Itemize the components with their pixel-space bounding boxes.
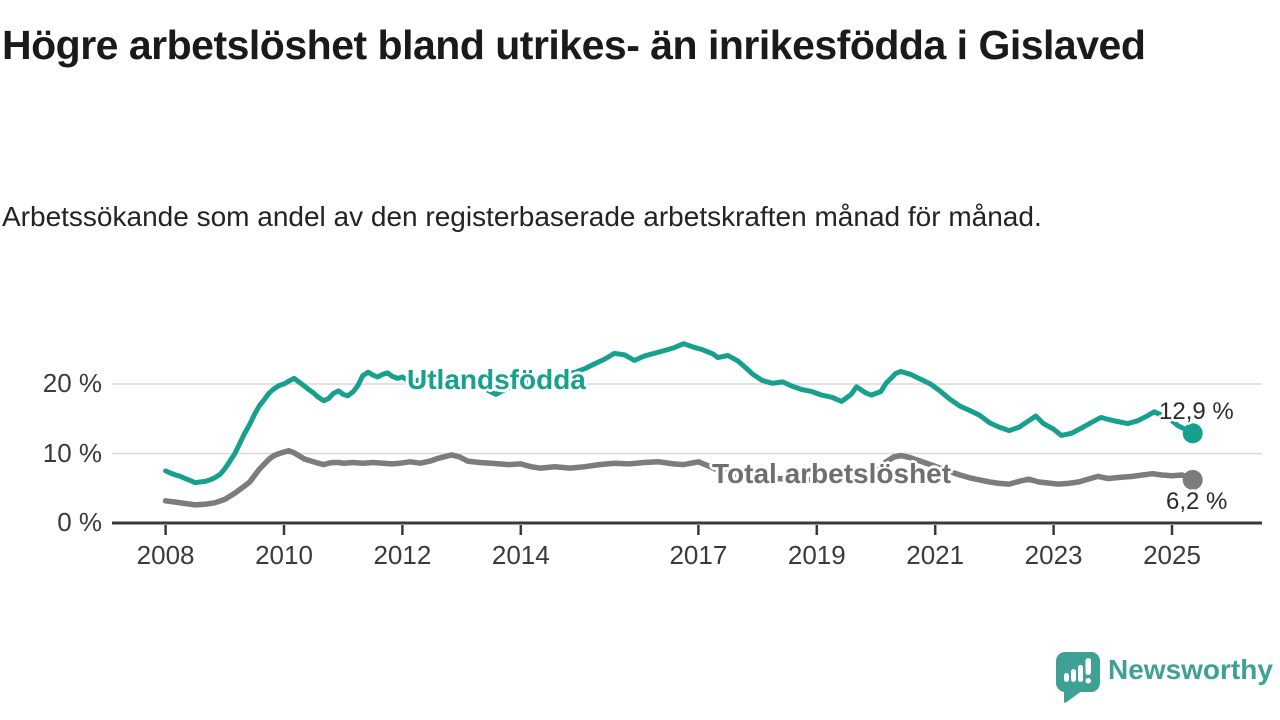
series-label-total-arbetsloshet: Total arbetslöshet — [712, 458, 952, 489]
y-tick-label-10: 10 % — [42, 437, 102, 468]
x-tick-label-2017: 2017 — [669, 540, 728, 570]
x-tick-label-2010: 2010 — [255, 540, 313, 570]
x-tick-label-2025: 2025 — [1143, 540, 1201, 570]
logo-bar-2 — [1071, 669, 1076, 682]
x-tick-label-2012: 2012 — [373, 540, 432, 570]
x-tick-label-2014: 2014 — [491, 540, 550, 570]
page-title: Högre arbetslöshet bland utrikes- än inr… — [2, 22, 1146, 68]
series-line-1 — [162, 447, 1196, 508]
x-tick-label-2019: 2019 — [787, 540, 846, 570]
series-line-0 — [163, 341, 1196, 486]
newsworthy-logo: Newsworthy — [1052, 648, 1273, 704]
x-tick-label-2021: 2021 — [906, 540, 965, 570]
page-subtitle: Arbetssökande som andel av den registerb… — [2, 201, 1042, 232]
y-tick-label-20: 20 % — [42, 368, 102, 398]
logo-bar-3 — [1078, 665, 1083, 682]
logo-bubble-tail — [1064, 689, 1083, 703]
series-end-dot-1 — [1182, 469, 1203, 490]
x-tick-label-2008: 2008 — [136, 540, 195, 570]
logo-exclamation-dot — [1085, 678, 1091, 684]
end-value-label-utlandsfodda: 12,9 % — [1159, 398, 1234, 425]
end-value-label-total: 6,2 % — [1166, 488, 1228, 515]
logo-exclamation-bar — [1085, 658, 1091, 675]
series-label-utlandsfodda: Utlandsfödda — [407, 364, 586, 395]
newsworthy-logo-text: Newsworthy — [1108, 654, 1273, 685]
x-tick-label-2023: 2023 — [1024, 540, 1083, 570]
logo-bar-1 — [1064, 673, 1069, 682]
y-tick-label-0: 0 % — [57, 507, 102, 537]
series-end-dot-0 — [1182, 423, 1203, 444]
newsworthy-logo-icon — [1056, 652, 1100, 703]
